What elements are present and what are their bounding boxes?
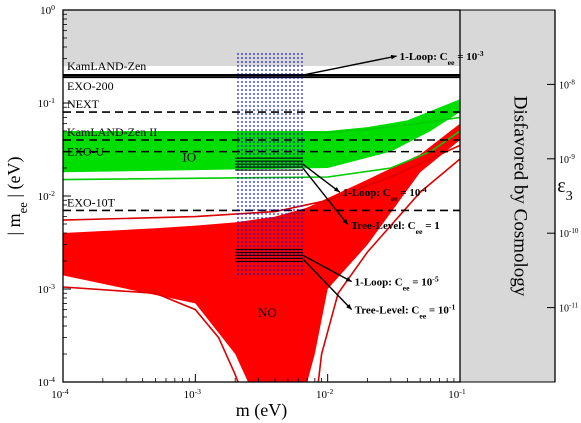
annotation-arrow xyxy=(302,254,353,283)
disfavored-region xyxy=(459,9,556,383)
y2-tick-label: 10-9 xyxy=(559,153,575,166)
disfavored-label: Disfavored by Cosmology xyxy=(510,96,531,297)
annotation-arrow xyxy=(302,258,353,311)
x-tick-label: 10-3 xyxy=(184,387,202,402)
arrow-head xyxy=(346,304,352,310)
annotation-arrow xyxy=(302,55,397,76)
y-tick-label: 10-2 xyxy=(38,189,56,204)
annotation-label: 1-Loop: Cee = 10-5 xyxy=(355,274,439,292)
experiment-label: EXO-200 xyxy=(67,79,114,93)
annotation-arrow xyxy=(302,163,341,193)
x-axis-label: m (eV) xyxy=(236,400,287,421)
y-axis-label: | mee | (eV) xyxy=(4,157,30,236)
annotation-label: Tree-Level: Cee = 1 xyxy=(351,220,440,236)
y2-tick-label: 10-11 xyxy=(559,302,579,315)
outline-curve xyxy=(63,286,239,382)
experiment-label: EXO-10T xyxy=(67,195,116,209)
arrow-head xyxy=(342,219,348,225)
arrow-head xyxy=(333,186,340,193)
y-tick-label: 10-1 xyxy=(38,96,56,111)
annotation-label: 1-Loop: Cee = 10-3 xyxy=(400,49,484,67)
annotation-label: 1-Loop: Cee = 10-4 xyxy=(343,185,427,203)
annotation-arrow xyxy=(302,167,349,226)
y-tick-label: 100 xyxy=(40,3,55,18)
experiment-label: KamLAND-Zen II xyxy=(67,125,157,139)
x-tick-label: 10-4 xyxy=(51,387,69,402)
arrow-head xyxy=(390,54,397,60)
y2-axis-label: ε3 xyxy=(557,175,572,204)
no-label: NO xyxy=(258,305,277,320)
annotation-label: Tree-Level: Cee = 10-1 xyxy=(355,302,456,320)
experiment-label: KamLAND-Zen xyxy=(67,59,146,73)
io-label: IO xyxy=(182,149,196,164)
y-tick-label: 10-3 xyxy=(38,282,56,297)
y2-tick-label: 10-8 xyxy=(559,78,575,91)
x-tick-label: 10-2 xyxy=(316,387,334,402)
experiment-label: NEXT xyxy=(67,97,100,111)
x-tick-label: 10-1 xyxy=(448,387,466,402)
y-tick-label: 10-4 xyxy=(38,375,56,390)
outline-curve xyxy=(317,158,460,382)
arrow-head xyxy=(345,276,352,282)
experiment-label: EXO-U xyxy=(67,145,105,159)
y2-tick-label: 10-10 xyxy=(559,227,579,240)
